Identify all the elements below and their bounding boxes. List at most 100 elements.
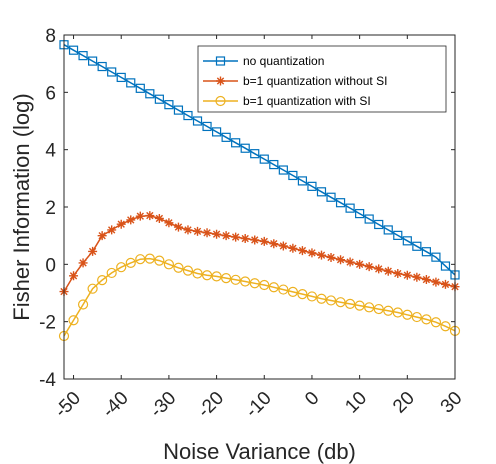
data-point <box>135 83 145 93</box>
data-point <box>278 165 288 175</box>
data-point <box>364 262 374 272</box>
data-point <box>326 252 336 262</box>
y-tick-label: 6 <box>45 83 56 104</box>
legend-swatch-marker <box>215 95 226 107</box>
legend-swatch-marker <box>216 76 225 86</box>
data-point <box>383 266 393 276</box>
legend-swatch-marker <box>215 56 226 66</box>
data-point <box>230 274 241 285</box>
data-point <box>126 215 136 225</box>
legend-item: b=1 quantization with SI <box>203 94 371 108</box>
data-point <box>202 228 212 238</box>
y-tick-label: 8 <box>45 26 56 47</box>
data-point <box>154 255 165 266</box>
data-point <box>164 218 174 228</box>
data-point <box>88 56 98 66</box>
data-point <box>268 282 279 293</box>
x-tick-label: -10 <box>242 388 276 422</box>
data-point <box>259 279 270 291</box>
x-tick-label: 20 <box>389 388 419 418</box>
data-point <box>412 272 422 282</box>
y-tick-label: 4 <box>45 141 56 162</box>
legend-item: no quantization <box>203 54 324 68</box>
x-tick-label: 10 <box>341 388 371 418</box>
data-point <box>201 270 213 281</box>
data-point <box>374 264 384 274</box>
data-point <box>144 253 155 264</box>
data-point <box>421 275 431 285</box>
data-point <box>240 276 251 287</box>
data-point <box>68 315 79 326</box>
data-point <box>97 275 108 286</box>
data-point <box>192 116 203 126</box>
y-axis-label: Fisher Information (log) <box>9 93 34 320</box>
data-point <box>269 239 279 249</box>
x-tick-label: -50 <box>51 388 85 422</box>
data-point <box>182 265 194 276</box>
data-point <box>87 283 98 294</box>
data-point <box>335 198 346 208</box>
data-point <box>107 67 117 77</box>
data-point <box>373 303 384 315</box>
data-point <box>297 289 308 300</box>
data-point <box>183 110 193 121</box>
data-point <box>202 121 212 132</box>
data-point <box>240 143 250 153</box>
data-point <box>78 258 88 268</box>
y-tick-label: -2 <box>39 313 56 334</box>
data-point <box>335 297 346 308</box>
data-point <box>344 298 356 309</box>
data-point <box>316 187 327 197</box>
legend: no quantization b=1 quantization without … <box>197 45 447 113</box>
data-point <box>402 236 412 246</box>
data-point <box>97 231 107 241</box>
data-point <box>440 261 451 271</box>
data-point <box>173 105 184 115</box>
data-point <box>431 252 441 262</box>
data-point <box>336 255 346 265</box>
data-point <box>355 208 365 219</box>
data-point <box>221 132 231 142</box>
data-point <box>211 127 222 137</box>
data-point <box>354 300 365 311</box>
data-point <box>183 225 193 235</box>
data-point <box>116 72 126 83</box>
data-point <box>411 311 422 323</box>
data-point <box>431 277 441 287</box>
data-point <box>325 295 337 306</box>
y-tick-label: 2 <box>45 198 56 219</box>
legend-item: b=1 quantization without SI <box>203 74 387 88</box>
legend-label: no quantization <box>243 54 324 68</box>
data-point <box>383 305 394 316</box>
data-point <box>221 272 232 284</box>
data-point <box>173 222 183 232</box>
data-point <box>440 279 450 289</box>
data-point <box>278 241 288 251</box>
data-point <box>364 214 374 224</box>
legend-label: b=1 quantization with SI <box>243 94 371 108</box>
data-point <box>288 170 298 181</box>
data-point <box>421 314 432 325</box>
data-point <box>383 225 393 235</box>
data-point <box>430 317 442 328</box>
data-point <box>374 219 384 230</box>
data-point <box>269 159 279 170</box>
data-point <box>240 234 250 244</box>
data-point <box>316 293 327 304</box>
y-tick-label: 0 <box>45 255 56 276</box>
x-axis-label: Noise Variance (db) <box>163 439 356 464</box>
data-point <box>116 262 127 273</box>
series-line <box>63 44 456 276</box>
data-point <box>126 78 136 88</box>
x-tick-label: 30 <box>437 388 467 418</box>
data-point <box>88 246 98 256</box>
data-point <box>145 211 155 221</box>
data-point <box>107 225 117 235</box>
data-point <box>163 259 175 270</box>
data-point <box>211 271 222 282</box>
data-point <box>297 176 308 186</box>
data-point <box>278 284 289 295</box>
data-point <box>326 192 336 202</box>
